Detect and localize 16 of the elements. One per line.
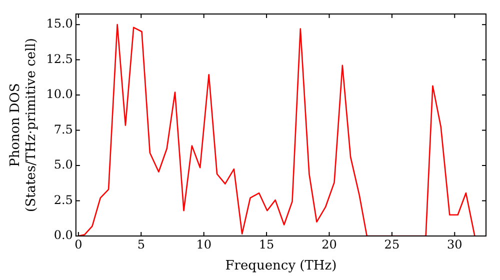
y-tick-label: 5.0	[54, 158, 73, 172]
x-tick-label: 30	[447, 237, 462, 252]
y-axis-title: Phonon DOS (States/THz·primitive cell)	[8, 38, 39, 212]
x-tick-label: 0	[74, 237, 82, 252]
y-tick-label: 2.5	[54, 192, 73, 207]
y-tick-label: 12.5	[46, 52, 73, 66]
y-tick-label: 7.5	[54, 122, 73, 136]
x-axis-title: Frequency (THz)	[225, 258, 337, 274]
y-tick-label: 10.0	[46, 87, 73, 102]
y-tick-label: 15.0	[46, 16, 73, 31]
x-tick-label: 5	[137, 237, 145, 252]
y-tick-label: 0.0	[54, 228, 73, 242]
x-tick-label: 15	[258, 237, 274, 252]
x-tick-label: 25	[384, 237, 400, 252]
x-tick-label: 20	[322, 237, 337, 252]
x-tick-label: 10	[196, 237, 212, 252]
